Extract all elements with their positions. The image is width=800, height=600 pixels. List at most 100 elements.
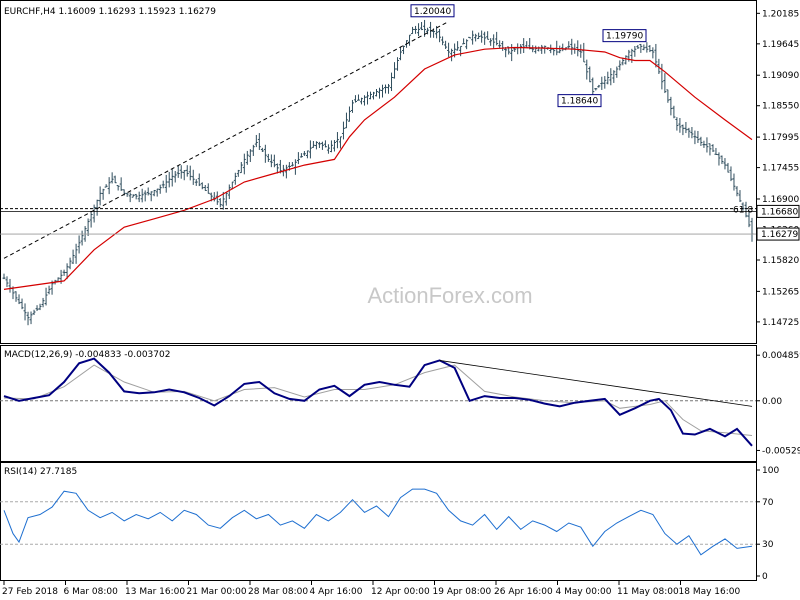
price-bar — [47, 285, 51, 295]
price-bar — [323, 140, 327, 148]
price-bar — [531, 45, 535, 53]
price-bar — [68, 257, 72, 270]
price-bar — [197, 173, 201, 187]
rsi-axis-label: 0 — [762, 572, 768, 582]
price-bar — [657, 58, 661, 74]
price-bar — [95, 199, 99, 216]
price-bar — [666, 89, 670, 103]
price-bar — [350, 99, 354, 113]
price-bar — [477, 32, 481, 40]
price-bar — [660, 63, 664, 90]
price-bar — [128, 192, 132, 203]
price-bar — [266, 153, 270, 162]
price-bar — [311, 141, 315, 148]
price-bar — [597, 84, 601, 88]
price-bar — [245, 150, 249, 165]
price-bar — [570, 38, 574, 55]
price-bar — [155, 188, 159, 197]
price-bar — [498, 40, 502, 49]
price-panel — [0, 0, 757, 344]
price-bar — [690, 126, 694, 139]
price-bar — [206, 183, 210, 194]
price-bar — [696, 130, 700, 143]
price-bar — [203, 184, 207, 191]
price-bar — [8, 278, 12, 293]
price-bar — [693, 130, 697, 145]
price-bar — [735, 186, 739, 197]
price-bar — [260, 147, 264, 152]
price-bar — [648, 45, 652, 53]
price-bar — [104, 184, 108, 188]
price-bar — [98, 186, 102, 206]
price-bar — [402, 45, 406, 55]
time-axis-label: 4 May 00:00 — [556, 587, 612, 597]
price-bar — [522, 38, 526, 54]
price-bar — [441, 36, 445, 46]
macd-title: MACD(12,26,9) -0.004833 -0.003702 — [4, 350, 170, 360]
macd-panel — [0, 345, 757, 462]
price-bar — [158, 184, 162, 194]
price-bar — [561, 43, 565, 52]
price-bar — [299, 153, 303, 158]
price-axis-label: 1.17995 — [762, 133, 799, 143]
price-bar — [149, 191, 153, 202]
price-bar — [501, 40, 505, 51]
price-bar — [347, 106, 351, 122]
price-bar — [296, 152, 300, 165]
price-marker-box — [756, 204, 800, 218]
price-bar — [714, 147, 718, 155]
trendline — [3, 21, 449, 259]
price-bar — [173, 171, 177, 183]
price-bar — [2, 273, 6, 280]
price-axis-label: 1.19090 — [762, 71, 799, 81]
price-bar — [651, 47, 655, 59]
rsi-axis-label: 30 — [762, 540, 774, 550]
price-bar — [278, 159, 282, 174]
price-bar — [450, 48, 454, 62]
price-bar — [314, 141, 318, 150]
price-bar — [678, 117, 682, 133]
price-bar — [552, 48, 556, 56]
price-bar — [224, 192, 228, 206]
price-bar — [275, 163, 279, 174]
price-bar — [80, 230, 84, 246]
price-bar — [621, 57, 625, 66]
price-bar — [504, 47, 508, 58]
price-bar — [269, 154, 273, 168]
price-bar — [711, 144, 715, 152]
price-bar — [305, 150, 309, 159]
price-bar — [417, 23, 421, 37]
price-bar — [218, 198, 222, 208]
price-bar — [699, 136, 703, 146]
price-bar — [92, 204, 96, 223]
price-bar — [429, 21, 433, 38]
rsi-axis-label: 100 — [762, 466, 779, 476]
price-bar — [633, 46, 637, 57]
price-bar — [525, 41, 529, 49]
price-bar — [26, 311, 30, 326]
price-bar — [468, 36, 472, 39]
price-bar — [62, 269, 66, 276]
price-bar — [471, 30, 475, 45]
time-axis-label: 28 Mar 08:00 — [248, 587, 308, 597]
price-bar — [492, 34, 496, 49]
macd-axis-label: -0.005295 — [762, 446, 800, 456]
price-bar — [23, 303, 27, 321]
price-bar — [717, 152, 721, 166]
price-bar — [110, 172, 114, 184]
price-bar — [516, 43, 520, 55]
price-bar — [164, 174, 168, 193]
price-bar — [329, 140, 333, 153]
price-bar — [44, 287, 48, 306]
annotation-label: 1.19790 — [606, 32, 643, 42]
price-bar — [308, 140, 312, 159]
price-bar — [161, 180, 165, 189]
price-bar — [444, 40, 448, 49]
price-bar — [188, 165, 192, 181]
price-bar — [612, 70, 616, 83]
price-bar — [167, 172, 171, 188]
price-bar — [408, 34, 412, 46]
price-bar — [356, 94, 360, 101]
price-bar — [332, 140, 336, 152]
price-bar — [708, 143, 712, 156]
